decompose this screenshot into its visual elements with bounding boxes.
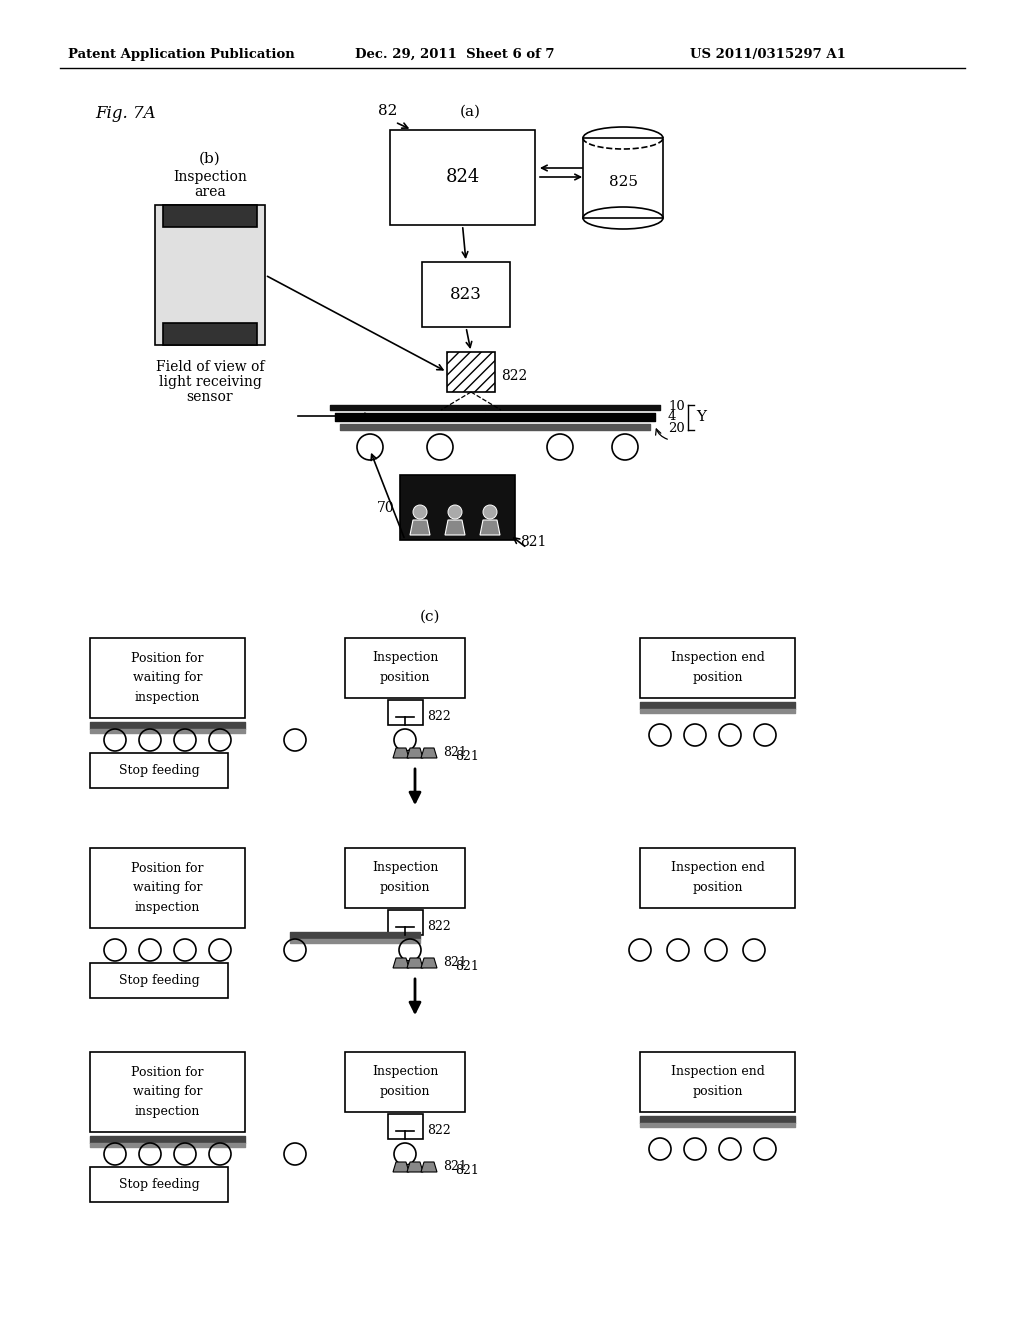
Bar	[163, 323, 257, 345]
Text: 20: 20	[668, 421, 685, 434]
Text: sensor: sensor	[186, 389, 233, 404]
Text: waiting for: waiting for	[133, 1085, 203, 1098]
Text: 822: 822	[427, 920, 452, 933]
Text: Inspection end: Inspection end	[671, 862, 765, 874]
Text: Position for: Position for	[131, 652, 204, 664]
Polygon shape	[445, 520, 465, 535]
Text: Inspection end: Inspection end	[671, 652, 765, 664]
Text: 82: 82	[378, 104, 397, 117]
Polygon shape	[407, 1162, 423, 1172]
Bar	[387, 909, 423, 935]
Text: 822: 822	[427, 1125, 452, 1137]
Polygon shape	[393, 748, 409, 758]
Bar	[387, 1114, 423, 1139]
Bar	[422, 261, 510, 327]
Polygon shape	[421, 958, 437, 968]
Polygon shape	[407, 958, 423, 968]
Text: waiting for: waiting for	[133, 882, 203, 895]
Bar	[155, 205, 265, 345]
Text: inspection: inspection	[135, 692, 200, 705]
Text: Field of view of: Field of view of	[156, 360, 264, 374]
Text: 822: 822	[501, 370, 527, 383]
Bar	[90, 1167, 228, 1203]
Text: Stop feeding: Stop feeding	[119, 764, 200, 777]
Text: 821: 821	[443, 747, 467, 759]
Text: Inspection end: Inspection end	[671, 1065, 765, 1078]
Bar	[345, 1052, 465, 1111]
Text: position: position	[380, 1085, 430, 1098]
Text: 824: 824	[445, 169, 479, 186]
Bar	[345, 847, 465, 908]
Text: 825: 825	[608, 176, 638, 189]
Bar	[387, 700, 423, 725]
Polygon shape	[410, 520, 430, 535]
Text: Dec. 29, 2011  Sheet 6 of 7: Dec. 29, 2011 Sheet 6 of 7	[355, 48, 555, 61]
Text: 821: 821	[455, 750, 479, 763]
Bar	[90, 964, 228, 998]
Text: 821: 821	[443, 1160, 467, 1173]
Circle shape	[449, 506, 462, 519]
Text: 70: 70	[378, 500, 395, 515]
Text: 823: 823	[451, 286, 482, 304]
Text: (b): (b)	[199, 152, 221, 166]
Bar	[400, 475, 515, 540]
Bar	[640, 638, 795, 698]
Text: Inspection: Inspection	[372, 652, 438, 664]
Bar	[90, 752, 228, 788]
Text: Stop feeding: Stop feeding	[119, 1177, 200, 1191]
Text: light receiving: light receiving	[159, 375, 261, 389]
Text: waiting for: waiting for	[133, 672, 203, 685]
Text: inspection: inspection	[135, 902, 200, 915]
Bar	[447, 352, 495, 392]
Text: Fig. 7A: Fig. 7A	[95, 106, 156, 121]
Polygon shape	[421, 748, 437, 758]
Text: Y: Y	[696, 411, 706, 424]
Text: 821: 821	[455, 1163, 479, 1176]
Text: Position for: Position for	[131, 862, 204, 874]
Text: US 2011/0315297 A1: US 2011/0315297 A1	[690, 48, 846, 61]
Text: (a): (a)	[460, 106, 480, 119]
Text: 4: 4	[668, 411, 677, 424]
Polygon shape	[421, 1162, 437, 1172]
Polygon shape	[407, 748, 423, 758]
Bar	[640, 847, 795, 908]
Text: position: position	[692, 882, 742, 895]
Bar	[345, 638, 465, 698]
Text: position: position	[692, 672, 742, 685]
Bar	[90, 847, 245, 928]
Text: Patent Application Publication: Patent Application Publication	[68, 48, 295, 61]
Text: Inspection: Inspection	[372, 862, 438, 874]
Bar	[640, 1052, 795, 1111]
Text: Stop feeding: Stop feeding	[119, 974, 200, 987]
Bar	[90, 1052, 245, 1133]
Text: position: position	[692, 1085, 742, 1098]
Text: Position for: Position for	[131, 1065, 204, 1078]
Circle shape	[413, 506, 427, 519]
Text: (c): (c)	[420, 610, 440, 624]
Bar	[90, 638, 245, 718]
Polygon shape	[393, 1162, 409, 1172]
Text: 821: 821	[443, 957, 467, 969]
Text: area: area	[195, 185, 226, 199]
Text: 10: 10	[668, 400, 685, 412]
Text: 822: 822	[427, 710, 452, 723]
Polygon shape	[393, 958, 409, 968]
Text: 821: 821	[455, 960, 479, 973]
Text: Inspection: Inspection	[372, 1065, 438, 1078]
Circle shape	[483, 506, 497, 519]
Bar	[390, 129, 535, 224]
Text: 821: 821	[520, 535, 547, 549]
Text: position: position	[380, 882, 430, 895]
Polygon shape	[480, 520, 500, 535]
Bar	[583, 139, 663, 218]
Text: inspection: inspection	[135, 1106, 200, 1118]
Bar	[163, 205, 257, 227]
Text: Inspection: Inspection	[173, 170, 247, 183]
Text: position: position	[380, 672, 430, 685]
